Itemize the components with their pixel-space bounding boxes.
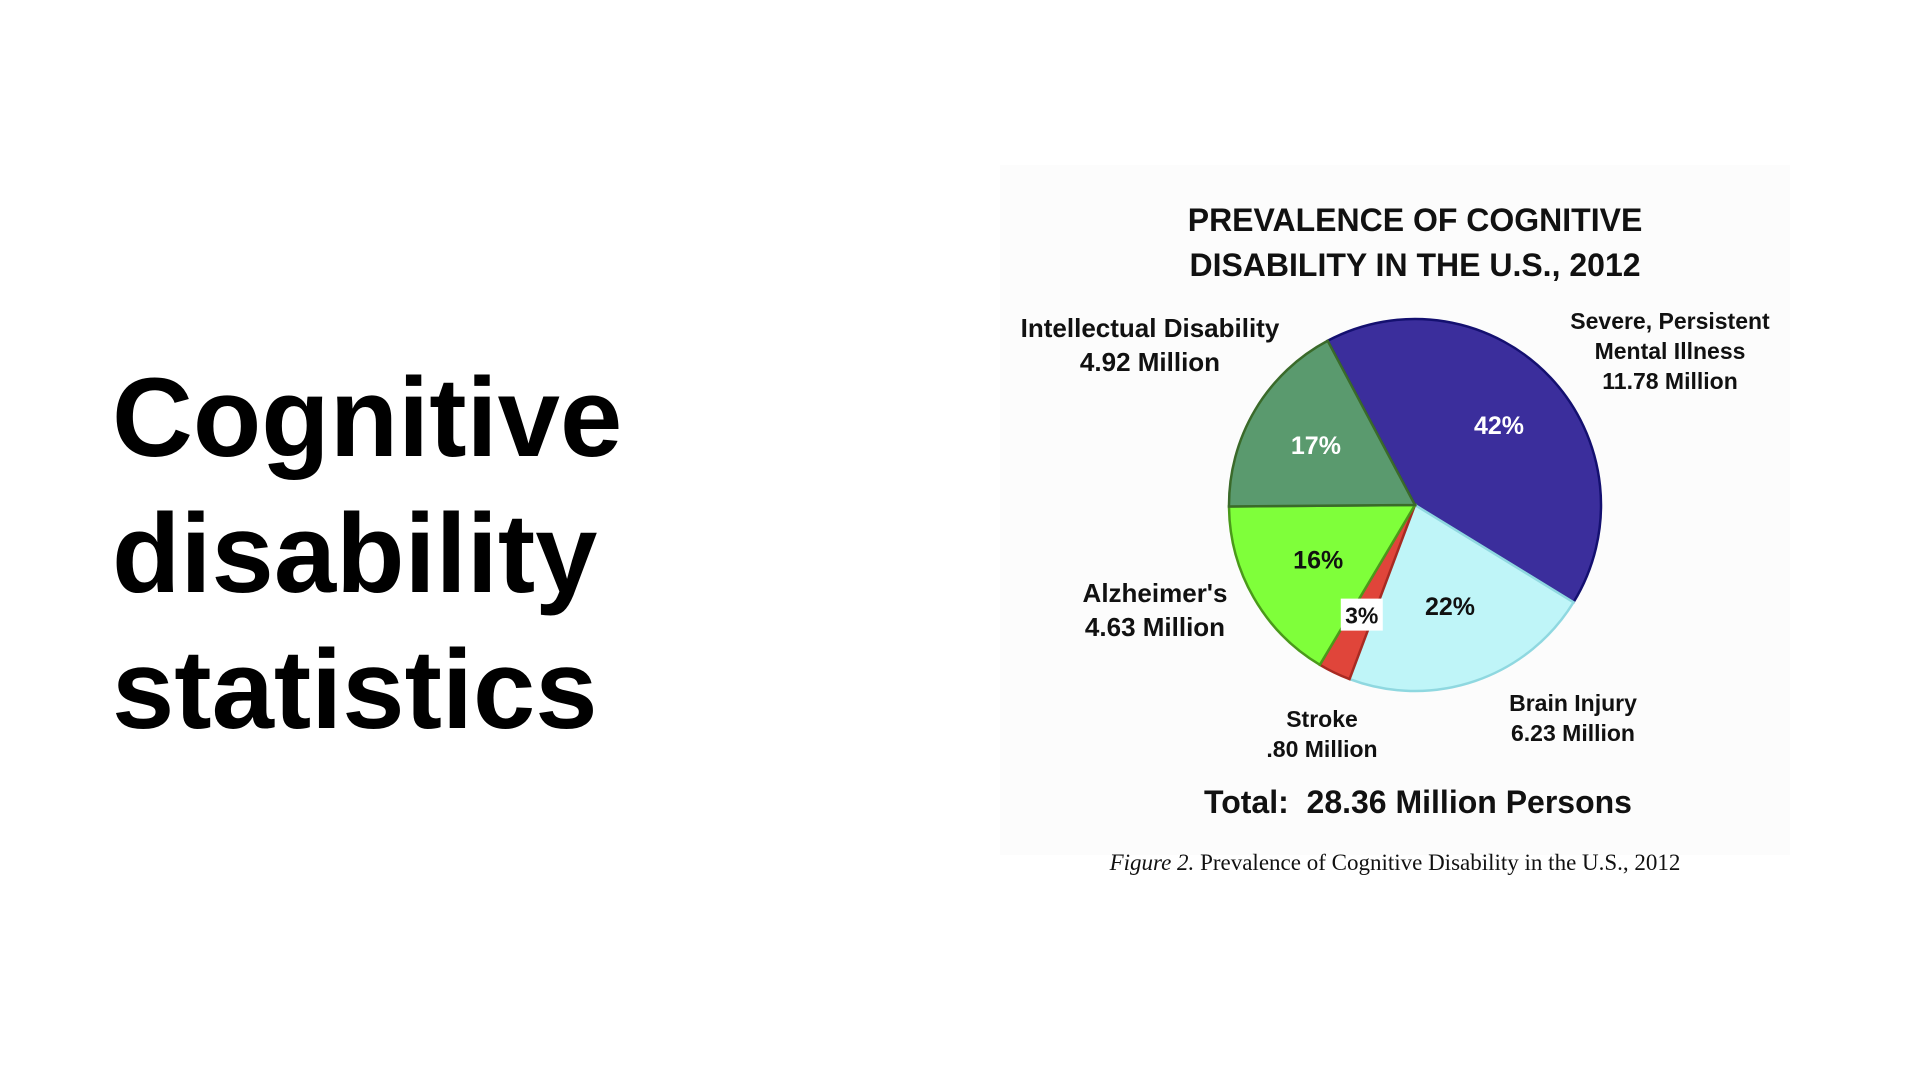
pie-slice-alzheimer-s xyxy=(1227,503,1418,667)
percent-label: 42% xyxy=(1474,412,1524,440)
slice-category-label: Severe, Persistent xyxy=(1570,308,1770,334)
slice-category-label: Alzheimer's xyxy=(1083,578,1228,608)
pie-slices xyxy=(1227,317,1603,693)
figure-caption-text: Prevalence of Cognitive Disability in th… xyxy=(1200,850,1681,875)
chart-title-line-1: PREVALENCE OF COGNITIVE xyxy=(1188,202,1643,238)
figure-caption-label: Figure 2. xyxy=(1109,850,1195,875)
percent-label: 3% xyxy=(1345,603,1378,629)
chart-title-line-2: DISABILITY IN THE U.S., 2012 xyxy=(1189,247,1640,283)
pie-slice-intellectual-disability xyxy=(1227,339,1418,508)
percent-label: 17% xyxy=(1291,432,1341,460)
percent-label: 22% xyxy=(1425,593,1475,621)
slice-category-label: 11.78 Million xyxy=(1602,368,1738,394)
slice-category-label: Mental Illness xyxy=(1595,338,1746,364)
slice-category-label: Stroke xyxy=(1286,706,1358,732)
pie-slice-brain-injury xyxy=(1347,503,1576,693)
chart-total-label: Total: 28.36 Million Persons xyxy=(1204,784,1632,820)
figure-caption: Figure 2. Prevalence of Cognitive Disabi… xyxy=(1000,850,1790,876)
slice-category-label: 4.63 Million xyxy=(1085,612,1225,642)
slice-category-label: Brain Injury xyxy=(1509,690,1637,716)
slice-category-label: .80 Million xyxy=(1266,736,1377,762)
percent-label-box xyxy=(1340,598,1383,631)
slice-category-label: 4.92 Million xyxy=(1080,347,1220,377)
percent-label: 16% xyxy=(1293,547,1343,575)
slice-category-label: 6.23 Million xyxy=(1511,720,1635,746)
slide-title-line-3: statistics xyxy=(112,627,598,752)
slide-title-line-1: Cognitive xyxy=(112,355,623,480)
pie-slice-severe-persistent-mental-illness xyxy=(1325,317,1603,605)
slice-category-label: Intellectual Disability xyxy=(1021,313,1280,343)
slide-title: Cognitive disability statistics xyxy=(112,350,732,758)
pie-chart: PREVALENCE OF COGNITIVE DISABILITY IN TH… xyxy=(1021,202,1770,820)
pie-slice-labels: 42% Severe, Persistent Mental Illness 11.78… xyxy=(1021,308,1770,762)
slide-title-line-2: disability xyxy=(112,491,598,616)
